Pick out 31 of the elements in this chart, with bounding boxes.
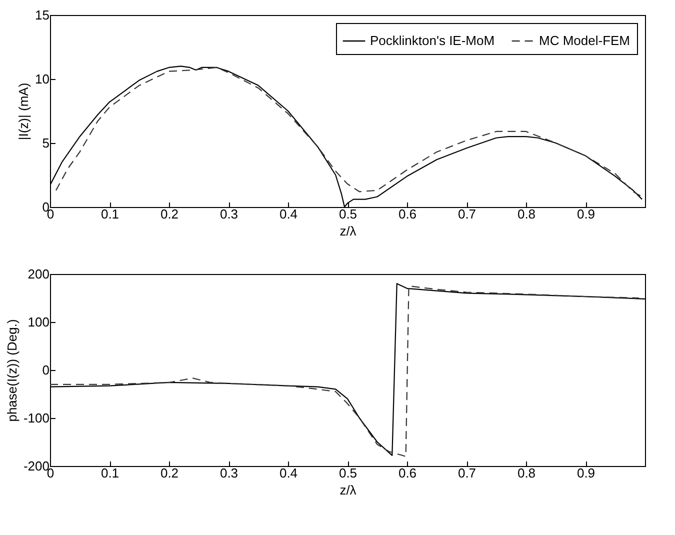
x-tick-label: 0.8 bbox=[517, 466, 536, 480]
y-tick-label: 10 bbox=[35, 72, 50, 86]
x-tick-label: 0.5 bbox=[338, 206, 358, 222]
x-tick-label: 0.1 bbox=[100, 206, 120, 222]
x-tick-label: 0.9 bbox=[576, 206, 596, 222]
x-tick-label: 0.4 bbox=[279, 206, 298, 222]
x-tick-label: 0.7 bbox=[458, 206, 476, 222]
y-tick-label: 100 bbox=[28, 314, 50, 330]
x-axis-title: z/λ bbox=[340, 224, 357, 238]
y-tick-label: 5 bbox=[42, 136, 50, 150]
x-tick-label: 0.3 bbox=[220, 466, 238, 480]
y-tick-label: -100 bbox=[23, 410, 50, 426]
x-tick-label: 0.3 bbox=[220, 206, 238, 222]
x-axis-title: z/λ bbox=[340, 482, 357, 498]
y-tick-label: 0 bbox=[42, 362, 50, 378]
x-tick-label: 0.2 bbox=[160, 206, 179, 222]
y-tick-label: 200 bbox=[28, 266, 50, 282]
x-tick-label: 0.7 bbox=[458, 466, 476, 480]
x-tick-label: 0.1 bbox=[100, 466, 120, 480]
x-tick-label: 0.6 bbox=[398, 466, 417, 480]
x-tick-label: 0.2 bbox=[160, 466, 179, 480]
x-tick-label: 0.5 bbox=[338, 466, 358, 480]
legend-label: Pocklinkton's IE-MoM bbox=[370, 33, 495, 48]
y-axis-title: |I(z)| (mA) bbox=[16, 82, 32, 140]
legend-label: MC Model-FEM bbox=[539, 33, 630, 48]
x-tick-label: 0.6 bbox=[398, 206, 417, 222]
y-tick-label: 15 bbox=[35, 8, 50, 22]
y-axis-title: phase(I(z)) (Deg.) bbox=[4, 319, 20, 422]
x-tick-label: 0.9 bbox=[576, 466, 596, 480]
x-tick-label: 0.4 bbox=[279, 466, 298, 480]
x-tick-label: 0.8 bbox=[517, 206, 536, 222]
